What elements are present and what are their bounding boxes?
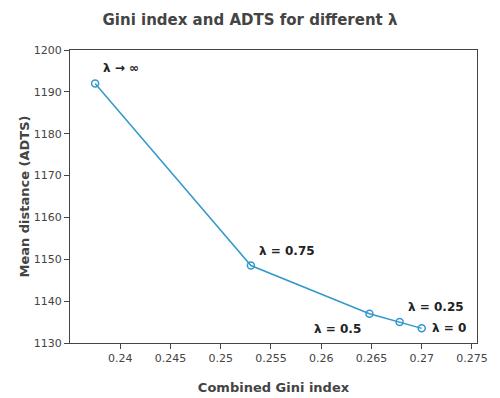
svg-text:λ = 0.75: λ = 0.75 (259, 244, 315, 258)
svg-text:Combined Gini index: Combined Gini index (198, 380, 350, 395)
svg-text:λ = 0: λ = 0 (432, 321, 466, 335)
svg-text:0.265: 0.265 (356, 352, 388, 365)
svg-text:0.26: 0.26 (309, 352, 334, 365)
svg-text:1140: 1140 (34, 295, 62, 308)
svg-text:λ = 0.5: λ = 0.5 (314, 322, 361, 336)
svg-text:0.245: 0.245 (155, 352, 187, 365)
svg-text:0.275: 0.275 (456, 352, 488, 365)
svg-text:0.25: 0.25 (208, 352, 233, 365)
svg-text:Gini index and ADTS for differ: Gini index and ADTS for different λ (103, 11, 398, 29)
svg-text:1200: 1200 (34, 44, 62, 57)
svg-text:1150: 1150 (34, 253, 62, 266)
svg-text:0.27: 0.27 (409, 352, 434, 365)
svg-text:λ → ∞: λ → ∞ (103, 61, 139, 75)
svg-text:1180: 1180 (34, 128, 62, 141)
svg-text:1190: 1190 (34, 86, 62, 99)
svg-text:1130: 1130 (34, 337, 62, 350)
svg-text:1170: 1170 (34, 169, 62, 182)
svg-text:0.255: 0.255 (255, 352, 287, 365)
svg-text:1160: 1160 (34, 211, 62, 224)
svg-text:λ = 0.25: λ = 0.25 (408, 300, 464, 314)
svg-text:0.24: 0.24 (108, 352, 133, 365)
svg-text:Mean distance (ADTS): Mean distance (ADTS) (17, 115, 32, 277)
